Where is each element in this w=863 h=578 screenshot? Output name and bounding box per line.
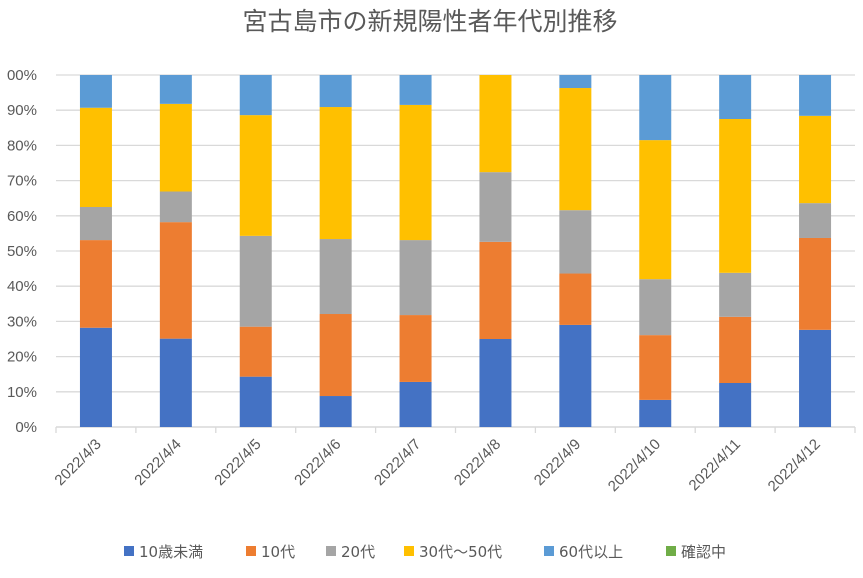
bar-segment — [399, 240, 432, 316]
bar-segment — [559, 273, 592, 325]
x-tick-label: 2022/4/8 — [451, 436, 504, 489]
y-tick-label: 40% — [7, 278, 37, 295]
y-tick-label: 10% — [7, 384, 37, 401]
bar-segment — [159, 103, 192, 192]
legend-swatch — [326, 546, 336, 556]
bar-segment — [399, 315, 432, 382]
bar-segment — [479, 75, 512, 173]
bar-segment — [799, 329, 832, 427]
x-tick-label: 2022/4/11 — [686, 436, 744, 494]
legend-label: 30代～50代 — [419, 543, 502, 561]
bar-segment — [239, 376, 272, 427]
legend-swatch — [666, 546, 676, 556]
legend-label: 確認中 — [681, 543, 726, 561]
bar-segment — [479, 241, 512, 339]
legend-item: 10歳未満 — [124, 543, 203, 561]
bar-segment — [399, 75, 432, 105]
bar-segment — [159, 338, 192, 427]
legend-swatch — [404, 546, 414, 556]
bar-segment — [479, 339, 512, 427]
x-tick-label: 2022/4/7 — [371, 436, 424, 489]
bar-segment — [399, 381, 432, 427]
legend-label: 10代 — [261, 543, 295, 561]
x-tick-label: 2022/4/10 — [605, 436, 664, 495]
bar-segment — [719, 316, 752, 383]
bar-segment — [719, 383, 752, 427]
bar-segment — [79, 240, 112, 328]
bar-segment — [79, 327, 112, 427]
bar-segment — [639, 140, 672, 280]
x-tick-label: 2022/4/12 — [765, 436, 824, 495]
bar-segment — [319, 239, 352, 315]
legend: 10歳未満 10代 20代 30代～50代 60代以上 確認中 — [124, 543, 726, 561]
bar-segment — [79, 207, 112, 241]
bar-segment — [719, 272, 752, 317]
bar-segment — [239, 326, 272, 377]
bar-segment — [319, 396, 352, 427]
bar-segment — [799, 203, 832, 238]
y-tick-label: 0% — [15, 419, 37, 436]
bar-segment — [639, 399, 672, 427]
legend-item: 60代以上 — [544, 543, 623, 561]
bar-segment — [159, 222, 192, 339]
bar-segment — [239, 75, 272, 116]
legend-swatch — [544, 546, 554, 556]
bar-segment — [559, 210, 592, 274]
bar-segment — [239, 115, 272, 236]
legend-item: 30代～50代 — [404, 543, 502, 561]
bar-segment — [639, 335, 672, 400]
bar-segment — [719, 119, 752, 273]
bar-segment — [79, 107, 112, 207]
x-tick-label: 2022/4/5 — [211, 436, 264, 489]
y-tick-label: 30% — [7, 313, 37, 330]
bar-segment — [239, 235, 272, 327]
x-tick-label: 2022/4/6 — [291, 436, 344, 489]
bar-segment — [559, 324, 592, 427]
bar-segment — [79, 75, 112, 108]
legend-swatch — [124, 546, 134, 556]
legend-label: 60代以上 — [559, 543, 623, 561]
bar-segment — [639, 75, 672, 141]
legend-item: 10代 — [246, 543, 295, 561]
y-tick-label: 20% — [7, 349, 37, 366]
y-tick-label: 00% — [7, 67, 37, 84]
legend-swatch — [246, 546, 256, 556]
y-tick-label: 50% — [7, 243, 37, 260]
legend-item: 確認中 — [666, 543, 726, 561]
bar-segment — [159, 75, 192, 104]
bar-segment — [479, 172, 512, 242]
bar-segment — [559, 88, 592, 211]
bar-segment — [799, 115, 832, 204]
bar-segment — [319, 107, 352, 240]
y-tick-label: 90% — [7, 102, 37, 119]
x-tick-label: 2022/4/9 — [531, 436, 584, 489]
x-tick-label: 2022/4/4 — [131, 436, 184, 489]
y-tick-label: 70% — [7, 173, 37, 190]
legend-label: 10歳未満 — [139, 543, 203, 561]
legend-item: 20代 — [326, 543, 375, 561]
y-tick-label: 60% — [7, 208, 37, 225]
x-axis: 2022/4/3 2022/4/4 2022/4/5 2022/4/6 2022/4/7… — [51, 427, 856, 495]
y-tick-label: 80% — [7, 137, 37, 154]
x-tick-label: 2022/4/3 — [51, 436, 104, 489]
chart-title: 宮古島市の新規陽性者年代別推移 — [242, 7, 617, 36]
bar-segment — [319, 75, 352, 108]
bar-segment — [719, 75, 752, 119]
bar-segment — [319, 314, 352, 397]
bar-segment — [799, 75, 832, 116]
bar-segment — [399, 104, 432, 241]
legend-label: 20代 — [341, 543, 375, 561]
bar-segment — [639, 279, 672, 336]
y-axis-ticks: 0% 10% 20% 30% 40% 50% 60% 70% 80% 90% 00% — [7, 67, 37, 436]
bar-segment — [159, 191, 192, 223]
bars — [79, 75, 832, 427]
bar-segment — [799, 237, 832, 330]
bar-segment — [559, 75, 592, 89]
